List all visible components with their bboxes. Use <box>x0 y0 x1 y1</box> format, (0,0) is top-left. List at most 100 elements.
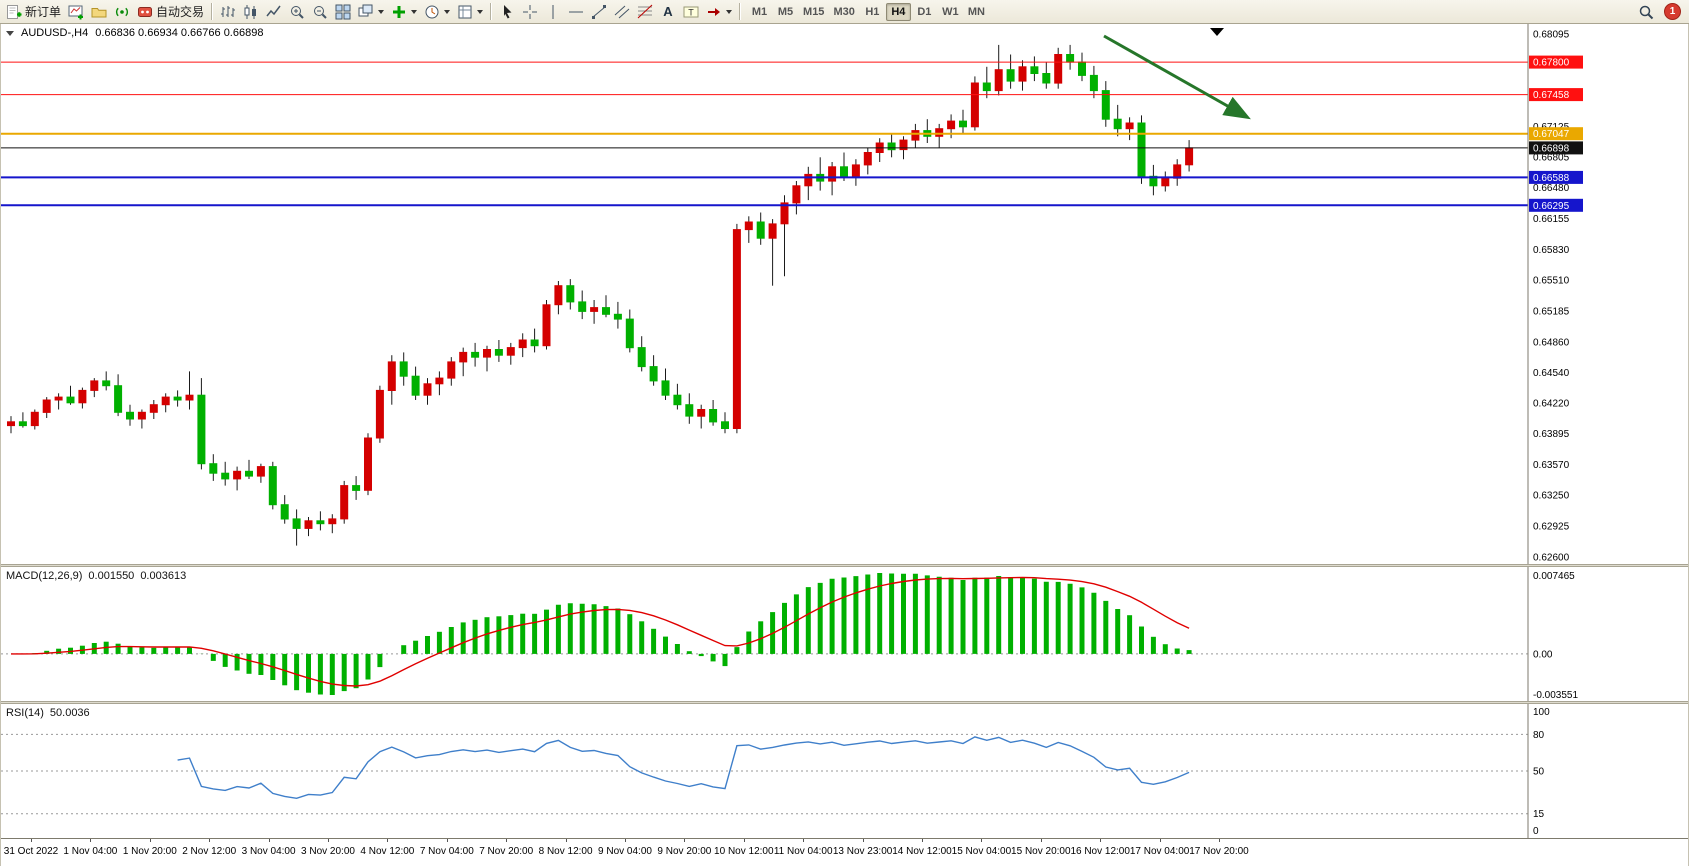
macd-pane[interactable]: 0.007465 0.00 -0.003551 MACD(12,26,9) 0.00… <box>1 567 1688 701</box>
time-axis-label: 31 Oct 2022 <box>3 846 59 857</box>
svg-text:0.67800: 0.67800 <box>1533 58 1570 69</box>
autotrading-button[interactable]: 自动交易 <box>134 2 207 22</box>
pane-separator[interactable] <box>1 564 1688 567</box>
templates-button[interactable] <box>454 2 486 22</box>
fibonacci-button[interactable] <box>634 2 656 22</box>
cascade-windows-icon <box>358 4 373 16</box>
timeframe-h4-button[interactable]: H4 <box>885 2 911 21</box>
market-watch-button[interactable] <box>111 2 133 22</box>
fibonacci-icon <box>637 4 653 18</box>
time-axis-label: 4 Nov 12:00 <box>360 846 415 857</box>
search-button[interactable] <box>1635 2 1657 22</box>
rsi-pane[interactable]: 100 80 50 15 0 RSI(14) 50.0036 <box>1 704 1688 838</box>
svg-text:0.62600: 0.62600 <box>1533 553 1570 564</box>
pane-separator[interactable] <box>1 701 1688 704</box>
svg-text:100: 100 <box>1533 707 1550 718</box>
svg-text:0.66805: 0.66805 <box>1533 152 1570 163</box>
main-toolbar: 新订单 自动交易 <box>0 0 1689 24</box>
svg-text:15: 15 <box>1533 809 1545 820</box>
new-chart-button[interactable] <box>65 2 87 22</box>
time-axis-tick <box>684 839 686 842</box>
macd-canvas[interactable]: 0.007465 0.00 -0.003551 <box>1 567 1689 701</box>
periods-button[interactable] <box>421 2 453 22</box>
toolbar-separator <box>739 3 742 20</box>
price-chart-pane[interactable]: 0.680950.677700.671250.668050.664800.661… <box>1 24 1688 564</box>
profiles-button[interactable] <box>88 2 110 22</box>
time-axis-label: 14 Nov 12:00 <box>892 846 952 857</box>
cursor-button[interactable] <box>496 2 518 22</box>
timeframe-m15-button[interactable]: M15 <box>799 3 828 21</box>
arrows-icon <box>708 7 721 16</box>
time-axis-tick <box>268 839 270 842</box>
bar-chart-button[interactable] <box>217 2 239 22</box>
channel-button[interactable] <box>611 2 633 22</box>
line-chart-icon <box>266 5 281 16</box>
timeframe-d1-button[interactable]: D1 <box>912 3 937 21</box>
time-axis-tick <box>387 839 389 842</box>
one-click-collapse-icon[interactable] <box>6 30 14 36</box>
svg-text:0.67047: 0.67047 <box>1533 129 1570 140</box>
rsi-header: RSI(14) 50.0036 <box>6 707 90 719</box>
time-axis-label: 13 Nov 23:00 <box>832 846 893 857</box>
line-chart-button[interactable] <box>263 2 285 22</box>
chart-ohlc-values: 0.66836 0.66934 0.66766 0.66898 <box>95 27 264 39</box>
timeframe-m5-button[interactable]: M5 <box>773 3 798 21</box>
time-axis-tick <box>1219 839 1220 842</box>
time-axis-label: 3 Nov 20:00 <box>301 846 355 857</box>
rsi-canvas[interactable]: 100 80 50 15 0 <box>1 704 1689 838</box>
cascade-windows-button[interactable] <box>355 2 387 22</box>
crosshair-button[interactable] <box>519 2 541 22</box>
dropdown-caret-icon <box>726 9 733 14</box>
timeframe-m30-button[interactable]: M30 <box>829 3 858 21</box>
indicators-button[interactable] <box>388 2 420 22</box>
macd-label: MACD(12,26,9) <box>6 570 83 582</box>
dropdown-caret-icon <box>444 9 451 14</box>
price-chart-canvas[interactable]: 0.680950.677700.671250.668050.664800.661… <box>1 24 1689 564</box>
timeframe-h1-button[interactable]: H1 <box>860 3 885 21</box>
time-axis-label: 15 Nov 20:00 <box>1011 846 1071 857</box>
svg-text:0.66588: 0.66588 <box>1533 173 1570 184</box>
candlestick-button[interactable] <box>240 2 262 22</box>
time-axis-tick <box>862 839 864 842</box>
time-axis[interactable]: 31 Oct 2022 1 Nov 04:00 1 Nov 20:00 2 Nov 1… <box>1 838 1688 866</box>
timeframe-toolbar: M1 M5 M15 M30 H1 H4 D1 W1 MN <box>747 2 989 21</box>
tile-windows-button[interactable] <box>332 2 354 22</box>
svg-text:50: 50 <box>1533 767 1545 778</box>
toolbar-separator <box>490 3 493 20</box>
zoom-in-button[interactable] <box>286 2 308 22</box>
channel-icon <box>614 5 630 18</box>
timeframe-w1-button[interactable]: W1 <box>938 3 963 21</box>
svg-text:0.65830: 0.65830 <box>1533 245 1570 256</box>
time-axis-tick <box>981 839 983 842</box>
time-axis-label: 9 Nov 04:00 <box>598 846 652 857</box>
new-order-button[interactable]: 新订单 <box>3 2 64 22</box>
svg-text:0.66898: 0.66898 <box>1533 143 1570 154</box>
search-icon <box>1639 5 1654 19</box>
crosshair-icon <box>523 4 538 19</box>
svg-text:0.64220: 0.64220 <box>1533 398 1570 409</box>
periods-clock-icon <box>425 5 439 18</box>
svg-text:0.67458: 0.67458 <box>1533 90 1570 101</box>
zoom-in-icon <box>291 5 304 19</box>
timeframe-mn-button[interactable]: MN <box>964 3 989 21</box>
vertical-line-button[interactable] <box>542 2 564 22</box>
time-axis-label: 9 Nov 20:00 <box>657 846 712 857</box>
rsi-label: RSI(14) <box>6 707 44 719</box>
timeframe-m1-button[interactable]: M1 <box>747 3 772 21</box>
horizontal-line-button[interactable] <box>565 2 587 22</box>
time-axis-label: 8 Nov 12:00 <box>538 846 593 857</box>
indicators-plus-icon <box>393 5 406 18</box>
text-button[interactable]: A <box>657 2 679 22</box>
time-axis-label: 1 Nov 04:00 <box>63 846 118 857</box>
svg-text:0.63250: 0.63250 <box>1533 491 1570 502</box>
arrows-button[interactable] <box>703 2 735 22</box>
zoom-out-button[interactable] <box>309 2 331 22</box>
svg-text:0.00: 0.00 <box>1533 649 1553 660</box>
text-label-icon: T <box>683 6 699 17</box>
svg-text:0.65185: 0.65185 <box>1533 307 1570 318</box>
templates-icon <box>458 5 472 18</box>
text-label-button[interactable]: T <box>680 2 702 22</box>
notification-badge[interactable]: 1 <box>1664 3 1681 20</box>
trendline-button[interactable] <box>588 2 610 22</box>
